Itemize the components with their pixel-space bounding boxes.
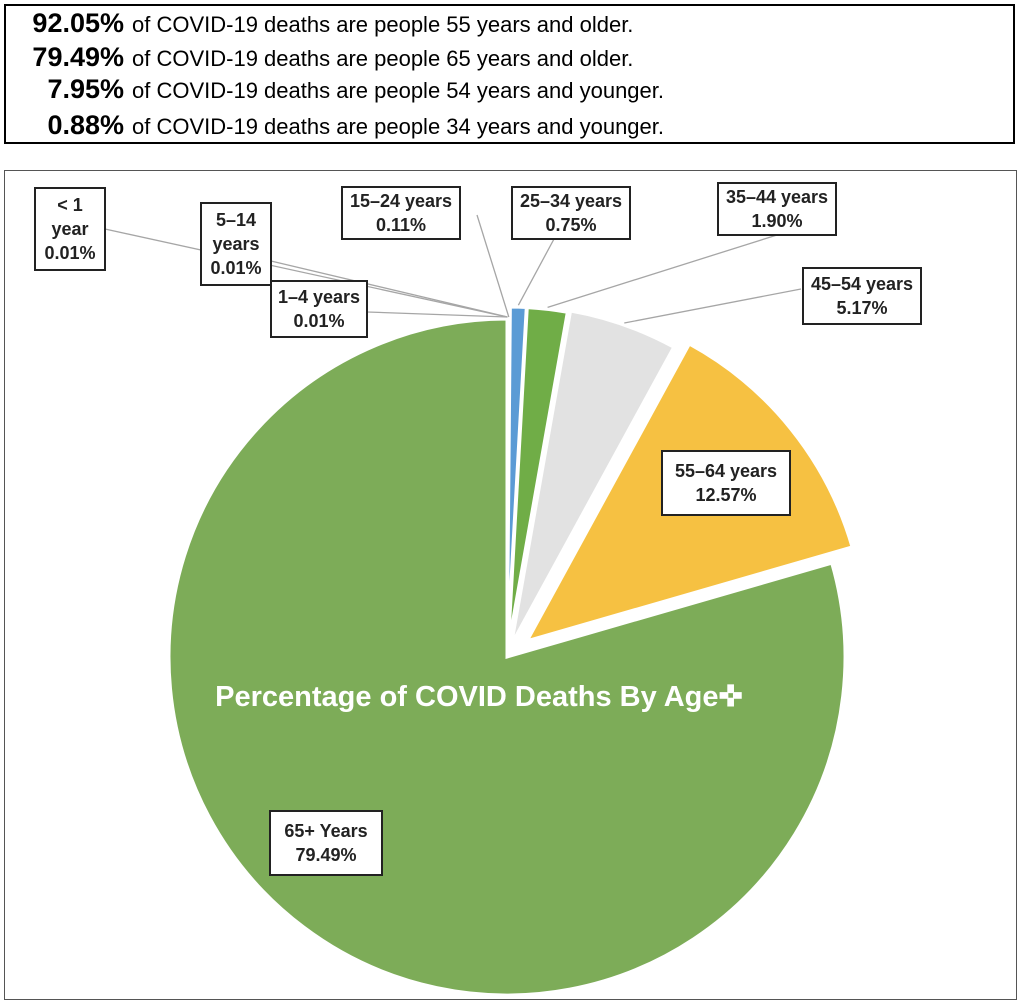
data-label: 5.17% [836, 298, 887, 318]
data-label-box [270, 280, 368, 338]
leader-line [270, 260, 508, 318]
data-label-box [717, 182, 837, 236]
data-label-box [802, 267, 922, 325]
leader-line [517, 238, 555, 306]
data-label: 0.75% [545, 215, 596, 235]
pie-chart: < 1 year 0.01% 1–4 years 0.01% 5–14 years 0.01%… [34, 182, 922, 997]
leader-line [624, 288, 802, 324]
chart-title: Percentage of COVID Deaths By Age✜ [215, 681, 743, 713]
data-label: 0.01% [44, 243, 95, 263]
summary-row: 92.05% of COVID-19 deaths are people 55 … [6, 8, 1013, 38]
data-label-box [341, 186, 461, 240]
summary-text: of COVID-19 deaths are people 65 years a… [132, 46, 634, 71]
leader-line [547, 234, 778, 308]
chart-frame: < 1 year 0.01% 1–4 years 0.01% 5–14 years 0.01%… [4, 170, 1017, 1000]
data-label-box [269, 810, 383, 876]
data-label: 0.01% [210, 258, 261, 278]
leader-line [104, 228, 508, 318]
data-label: 1.90% [751, 211, 802, 231]
data-label: 79.49% [295, 845, 356, 865]
data-label-box [200, 202, 272, 286]
data-label: years [212, 234, 259, 254]
data-label: 12.57% [695, 485, 756, 505]
leader-line [476, 214, 510, 318]
data-label-box [34, 187, 106, 271]
summary-box: 92.05% of COVID-19 deaths are people 55 … [4, 4, 1015, 144]
summary-row: 7.95% of COVID-19 deaths are people 54 y… [6, 74, 1013, 104]
data-label: 15–24 years [350, 191, 452, 211]
data-label: 5–14 [216, 210, 256, 230]
summary-row: 79.49% of COVID-19 deaths are people 65 … [6, 42, 1013, 72]
leader-line [366, 311, 508, 318]
summary-text: of COVID-19 deaths are people 55 years a… [132, 12, 634, 37]
data-label: 0.01% [293, 311, 344, 331]
summary-percent: 0.88% [47, 110, 124, 140]
data-label: 0.11% [376, 215, 426, 235]
summary-percent: 7.95% [47, 74, 124, 104]
summary-text: of COVID-19 deaths are people 34 years a… [132, 114, 665, 139]
summary-text: of COVID-19 deaths are people 54 years a… [132, 78, 665, 103]
summary-percent: 92.05% [32, 8, 124, 38]
data-label: 25–34 years [520, 191, 622, 211]
data-label: year [51, 219, 88, 239]
summary-row: 0.88% of COVID-19 deaths are people 34 y… [6, 110, 1013, 140]
pie-slice [510, 309, 676, 645]
data-label: 1–4 years [278, 287, 360, 307]
data-label: < 1 [57, 195, 83, 215]
data-label-box [511, 186, 631, 240]
data-label: 65+ Years [284, 821, 367, 841]
data-label-box [661, 450, 791, 516]
summary-percent: 79.49% [32, 42, 124, 72]
data-label: 35–44 years [726, 187, 828, 207]
data-label: 45–54 years [811, 274, 913, 294]
pie-slice [506, 306, 570, 646]
data-label: 55–64 years [675, 461, 777, 481]
